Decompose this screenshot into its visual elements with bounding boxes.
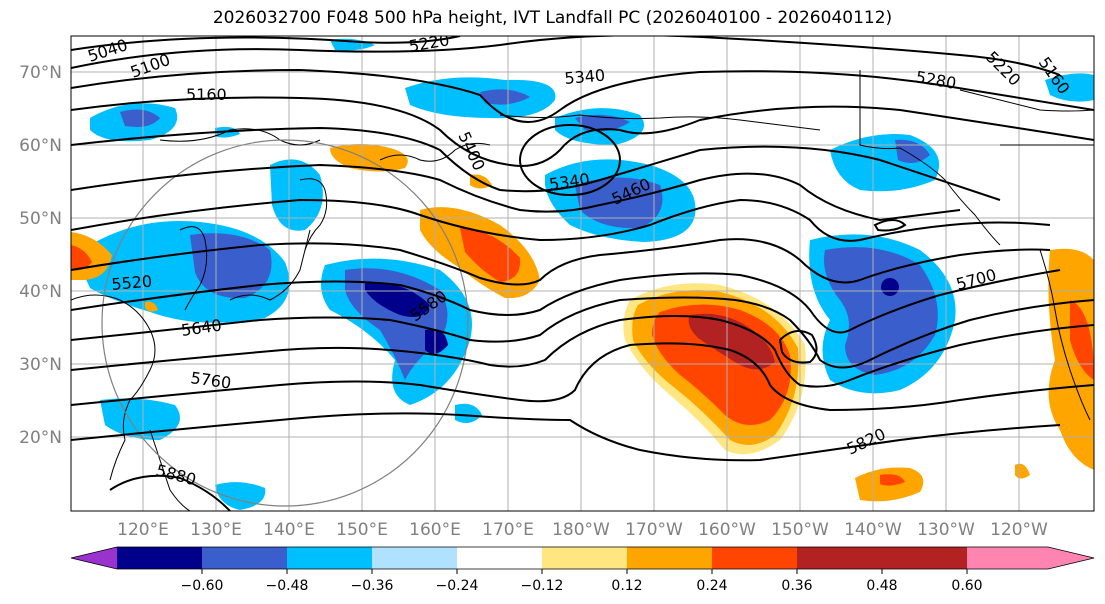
map-content: 5040 5100 5160 5220 5220 5280 5340 5400 …	[71, 36, 1094, 511]
colorbar-segment	[457, 547, 542, 569]
latitude-labels: 70°N 60°N 50°N 40°N 30°N 20°N	[19, 63, 62, 448]
colorbar-outline	[70, 546, 1095, 570]
colorbar-segment	[882, 547, 967, 569]
colorbar-tick-label: 0.60	[951, 578, 982, 594]
ivt-negative-shading	[75, 38, 1094, 510]
contour-label: 5520	[111, 272, 153, 294]
lon-label: 130°E	[190, 520, 242, 540]
range-circle	[101, 139, 469, 507]
colorbar-tick-label: 0.36	[781, 578, 812, 594]
colorbar-extend-right	[967, 547, 1094, 569]
contour-label: 5160	[186, 85, 227, 104]
map-frame	[70, 35, 1095, 512]
lat-label: 40°N	[19, 282, 62, 302]
map-title: 2026032700 F048 500 hPa height, IVT Land…	[212, 8, 893, 28]
colorbar-segment	[712, 547, 797, 569]
colorbar-tick-label: −0.12	[521, 578, 564, 594]
colorbar-tick-label: 0.48	[866, 578, 897, 594]
colorbar-segment	[542, 547, 627, 569]
lat-label: 30°N	[19, 355, 62, 375]
colorbar-tick-label: −0.36	[351, 578, 394, 594]
height-contours	[71, 36, 1094, 511]
lon-label: 140°E	[263, 520, 315, 540]
colorbar-segment	[627, 547, 712, 569]
coastlines	[71, 70, 1094, 511]
colorbar-tick-label: 0.12	[611, 578, 642, 594]
ivt-positive-shading	[71, 144, 1094, 502]
lon-label: 120°E	[117, 520, 169, 540]
colorbar-segment	[287, 547, 372, 569]
lon-label: 150°W	[771, 520, 829, 540]
lon-label: 130°W	[917, 520, 975, 540]
colorbar-extend-left	[71, 547, 117, 569]
lon-label: 170°W	[625, 520, 683, 540]
lon-label: 170°E	[482, 520, 534, 540]
lon-label: 140°W	[844, 520, 902, 540]
lat-label: 60°N	[19, 136, 62, 156]
lon-label: 180°W	[552, 520, 610, 540]
lon-label: 160°W	[698, 520, 756, 540]
lon-label: 120°W	[990, 520, 1048, 540]
colorbar: −0.60 −0.48 −0.36 −0.24 −0.12 0.12 0.24 …	[70, 546, 1095, 594]
lon-label: 150°E	[336, 520, 388, 540]
lon-label: 160°E	[409, 520, 461, 540]
colorbar-segment	[797, 547, 882, 569]
lat-label: 70°N	[19, 63, 62, 83]
contour-label: 5340	[564, 66, 606, 88]
colorbar-tick-label: −0.24	[436, 578, 479, 594]
lat-label: 20°N	[19, 428, 62, 448]
colorbar-ticks	[201, 569, 968, 574]
longitude-labels: 120°E 130°E 140°E 150°E 160°E 170°E 180°…	[117, 520, 1048, 540]
lat-label: 50°N	[19, 209, 62, 229]
gridlines	[71, 36, 1094, 511]
colorbar-segment	[202, 547, 287, 569]
colorbar-tick-label: −0.60	[181, 578, 224, 594]
colorbar-segment	[117, 547, 202, 569]
colorbar-tick-label: −0.48	[266, 578, 309, 594]
colorbar-tick-label: 0.24	[696, 578, 727, 594]
colorbar-segment	[372, 547, 457, 569]
